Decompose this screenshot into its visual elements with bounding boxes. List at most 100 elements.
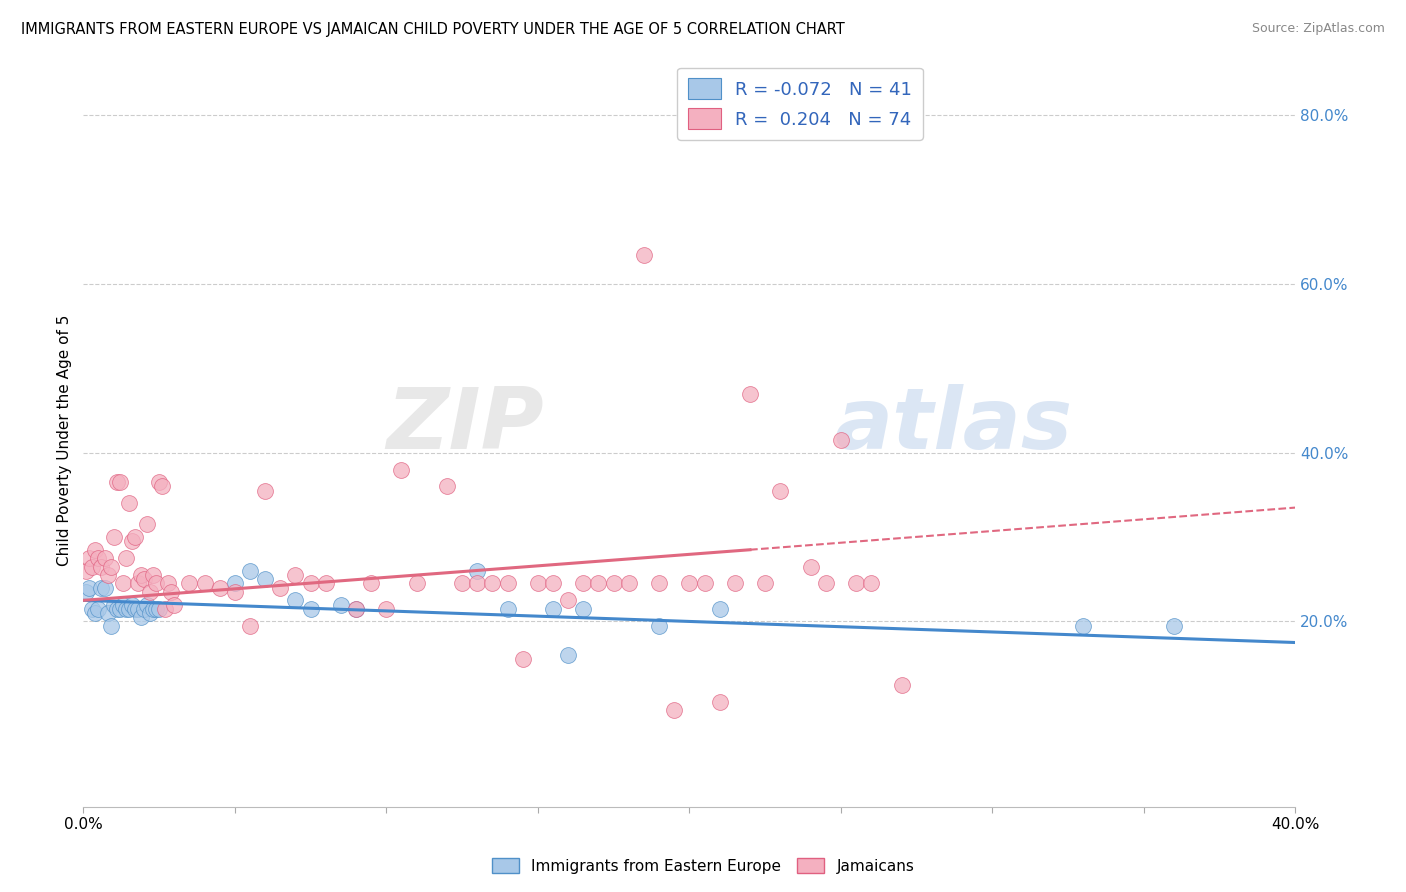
Point bbox=[90, 559, 112, 574]
Point bbox=[84, 606, 107, 620]
Point bbox=[105, 601, 128, 615]
Point bbox=[132, 601, 155, 615]
Point bbox=[127, 601, 149, 615]
Point bbox=[121, 534, 143, 549]
Y-axis label: Child Poverty Under the Age of 5: Child Poverty Under the Age of 5 bbox=[58, 314, 72, 566]
Point bbox=[96, 568, 118, 582]
Point bbox=[890, 678, 912, 692]
Point bbox=[709, 695, 731, 709]
Point bbox=[90, 581, 112, 595]
Point bbox=[315, 576, 337, 591]
Legend: R = -0.072   N = 41, R =  0.204   N = 74: R = -0.072 N = 41, R = 0.204 N = 74 bbox=[678, 68, 922, 140]
Point bbox=[114, 551, 136, 566]
Point bbox=[100, 618, 122, 632]
Point bbox=[557, 648, 579, 662]
Point bbox=[129, 568, 152, 582]
Point bbox=[648, 618, 671, 632]
Point bbox=[163, 598, 186, 612]
Point bbox=[541, 576, 564, 591]
Point bbox=[224, 576, 246, 591]
Point bbox=[664, 703, 686, 717]
Point bbox=[572, 601, 595, 615]
Point bbox=[254, 483, 277, 498]
Point bbox=[136, 517, 159, 532]
Point bbox=[79, 551, 101, 566]
Point bbox=[96, 606, 118, 620]
Point bbox=[329, 598, 352, 612]
Point bbox=[465, 576, 488, 591]
Point bbox=[436, 479, 458, 493]
Point bbox=[496, 601, 519, 615]
Point bbox=[254, 572, 277, 586]
Point bbox=[284, 568, 307, 582]
Point bbox=[224, 585, 246, 599]
Point bbox=[148, 475, 170, 490]
Point bbox=[108, 475, 131, 490]
Point bbox=[800, 559, 823, 574]
Point bbox=[344, 601, 367, 615]
Legend: Immigrants from Eastern Europe, Jamaicans: Immigrants from Eastern Europe, Jamaican… bbox=[485, 852, 921, 880]
Point bbox=[814, 576, 837, 591]
Point bbox=[111, 576, 134, 591]
Point bbox=[527, 576, 550, 591]
Point bbox=[93, 581, 115, 595]
Point bbox=[541, 601, 564, 615]
Point bbox=[299, 576, 322, 591]
Point bbox=[139, 585, 162, 599]
Point bbox=[124, 601, 146, 615]
Point bbox=[75, 564, 97, 578]
Point bbox=[153, 601, 176, 615]
Point bbox=[103, 530, 125, 544]
Point bbox=[93, 551, 115, 566]
Point bbox=[132, 572, 155, 586]
Point bbox=[754, 576, 776, 591]
Point bbox=[139, 606, 162, 620]
Point bbox=[82, 559, 104, 574]
Point bbox=[208, 581, 231, 595]
Point bbox=[108, 601, 131, 615]
Point bbox=[724, 576, 747, 591]
Point bbox=[145, 601, 167, 615]
Point bbox=[405, 576, 427, 591]
Point bbox=[845, 576, 868, 591]
Point bbox=[239, 618, 262, 632]
Point bbox=[103, 598, 125, 612]
Point bbox=[193, 576, 215, 591]
Point bbox=[299, 601, 322, 615]
Point bbox=[557, 593, 579, 607]
Point bbox=[105, 475, 128, 490]
Point bbox=[142, 568, 165, 582]
Point bbox=[87, 601, 110, 615]
Point bbox=[79, 581, 101, 595]
Point bbox=[391, 462, 413, 476]
Point bbox=[360, 576, 382, 591]
Point bbox=[602, 576, 624, 591]
Point bbox=[118, 601, 141, 615]
Point bbox=[830, 433, 852, 447]
Point bbox=[648, 576, 671, 591]
Point bbox=[129, 610, 152, 624]
Point bbox=[344, 601, 367, 615]
Point bbox=[375, 601, 398, 615]
Point bbox=[769, 483, 792, 498]
Point bbox=[284, 593, 307, 607]
Text: IMMIGRANTS FROM EASTERN EUROPE VS JAMAICAN CHILD POVERTY UNDER THE AGE OF 5 CORR: IMMIGRANTS FROM EASTERN EUROPE VS JAMAIC… bbox=[21, 22, 845, 37]
Point bbox=[118, 496, 141, 510]
Point bbox=[588, 576, 610, 591]
Point bbox=[451, 576, 474, 591]
Point bbox=[150, 479, 173, 493]
Point bbox=[512, 652, 534, 666]
Point bbox=[84, 542, 107, 557]
Point bbox=[1073, 618, 1095, 632]
Point bbox=[1163, 618, 1185, 632]
Text: ZIP: ZIP bbox=[387, 384, 544, 467]
Point bbox=[617, 576, 640, 591]
Point bbox=[572, 576, 595, 591]
Text: Source: ZipAtlas.com: Source: ZipAtlas.com bbox=[1251, 22, 1385, 36]
Point bbox=[121, 598, 143, 612]
Point bbox=[136, 598, 159, 612]
Point bbox=[148, 601, 170, 615]
Text: atlas: atlas bbox=[835, 384, 1073, 467]
Point bbox=[693, 576, 716, 591]
Point bbox=[142, 601, 165, 615]
